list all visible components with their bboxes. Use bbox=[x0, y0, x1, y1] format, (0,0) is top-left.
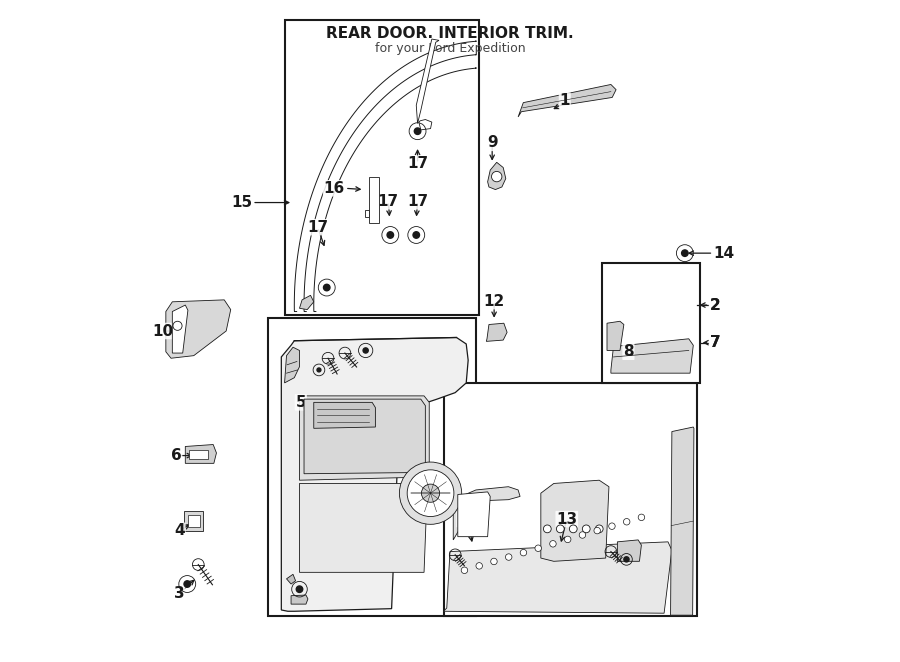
Circle shape bbox=[550, 541, 556, 547]
Circle shape bbox=[296, 586, 302, 592]
Polygon shape bbox=[286, 574, 295, 584]
Text: 2: 2 bbox=[709, 297, 720, 312]
Circle shape bbox=[363, 348, 368, 353]
Circle shape bbox=[407, 470, 454, 516]
Circle shape bbox=[535, 545, 542, 551]
Circle shape bbox=[491, 558, 497, 565]
Polygon shape bbox=[291, 595, 308, 604]
Bar bbox=[188, 515, 200, 527]
Circle shape bbox=[184, 581, 191, 587]
Circle shape bbox=[624, 557, 629, 562]
Text: 7: 7 bbox=[709, 335, 720, 350]
Polygon shape bbox=[541, 480, 609, 561]
Polygon shape bbox=[300, 295, 314, 310]
Circle shape bbox=[564, 536, 571, 543]
Text: 5: 5 bbox=[295, 395, 306, 410]
Circle shape bbox=[414, 128, 421, 134]
Circle shape bbox=[594, 528, 600, 534]
Polygon shape bbox=[282, 338, 468, 611]
Polygon shape bbox=[444, 542, 672, 613]
Polygon shape bbox=[458, 492, 491, 537]
Polygon shape bbox=[418, 120, 432, 130]
Circle shape bbox=[608, 523, 616, 530]
Bar bbox=[444, 383, 697, 616]
Circle shape bbox=[570, 525, 577, 533]
Circle shape bbox=[387, 232, 393, 238]
Text: 9: 9 bbox=[487, 135, 498, 150]
Text: 8: 8 bbox=[623, 344, 634, 359]
Text: 2: 2 bbox=[709, 297, 720, 312]
Circle shape bbox=[582, 525, 590, 533]
Circle shape bbox=[323, 284, 330, 291]
Text: 1: 1 bbox=[560, 93, 570, 108]
Polygon shape bbox=[488, 162, 506, 189]
Circle shape bbox=[544, 525, 551, 533]
Circle shape bbox=[556, 525, 564, 533]
Bar bbox=[268, 318, 476, 616]
Text: 15: 15 bbox=[231, 195, 252, 210]
Circle shape bbox=[624, 518, 630, 525]
Circle shape bbox=[400, 462, 462, 524]
Polygon shape bbox=[670, 427, 694, 615]
Polygon shape bbox=[486, 323, 507, 342]
Polygon shape bbox=[607, 321, 624, 350]
Polygon shape bbox=[417, 39, 439, 123]
Text: 3: 3 bbox=[175, 586, 184, 600]
Bar bbox=[284, 20, 479, 315]
Polygon shape bbox=[611, 339, 693, 373]
Circle shape bbox=[638, 514, 644, 520]
Circle shape bbox=[491, 171, 502, 182]
Text: 11: 11 bbox=[457, 512, 478, 527]
Circle shape bbox=[413, 232, 419, 238]
Text: 10: 10 bbox=[153, 324, 174, 338]
Polygon shape bbox=[185, 445, 216, 463]
Polygon shape bbox=[172, 305, 188, 353]
Circle shape bbox=[476, 563, 482, 569]
Text: for your Ford Expedition: for your Ford Expedition bbox=[374, 42, 526, 56]
Circle shape bbox=[520, 549, 526, 556]
Polygon shape bbox=[284, 347, 300, 383]
Polygon shape bbox=[314, 402, 375, 428]
Text: 4: 4 bbox=[175, 524, 184, 538]
Text: 7: 7 bbox=[709, 335, 720, 350]
Circle shape bbox=[595, 525, 603, 533]
Polygon shape bbox=[304, 399, 426, 474]
Circle shape bbox=[506, 554, 512, 560]
Bar bbox=[602, 263, 700, 383]
Polygon shape bbox=[454, 487, 520, 540]
Polygon shape bbox=[300, 483, 427, 573]
Circle shape bbox=[681, 250, 688, 256]
Circle shape bbox=[173, 321, 182, 330]
Circle shape bbox=[421, 484, 439, 502]
Polygon shape bbox=[617, 540, 642, 561]
Text: 16: 16 bbox=[324, 181, 345, 196]
Circle shape bbox=[461, 567, 468, 573]
Polygon shape bbox=[300, 396, 429, 480]
Bar bbox=[184, 511, 203, 531]
Text: 17: 17 bbox=[378, 194, 399, 209]
Circle shape bbox=[580, 532, 586, 538]
Text: REAR DOOR. INTERIOR TRIM.: REAR DOOR. INTERIOR TRIM. bbox=[326, 26, 574, 41]
Polygon shape bbox=[518, 85, 617, 117]
Text: 13: 13 bbox=[556, 512, 577, 527]
Bar bbox=[365, 211, 369, 217]
Text: 17: 17 bbox=[307, 220, 328, 235]
Circle shape bbox=[317, 368, 321, 372]
Bar bbox=[188, 449, 208, 459]
Polygon shape bbox=[166, 300, 230, 358]
Text: 12: 12 bbox=[483, 294, 505, 308]
Text: 6: 6 bbox=[171, 448, 182, 463]
Text: 17: 17 bbox=[407, 194, 428, 209]
Bar bbox=[369, 177, 379, 223]
Text: 14: 14 bbox=[714, 246, 734, 261]
Text: 17: 17 bbox=[407, 156, 428, 171]
